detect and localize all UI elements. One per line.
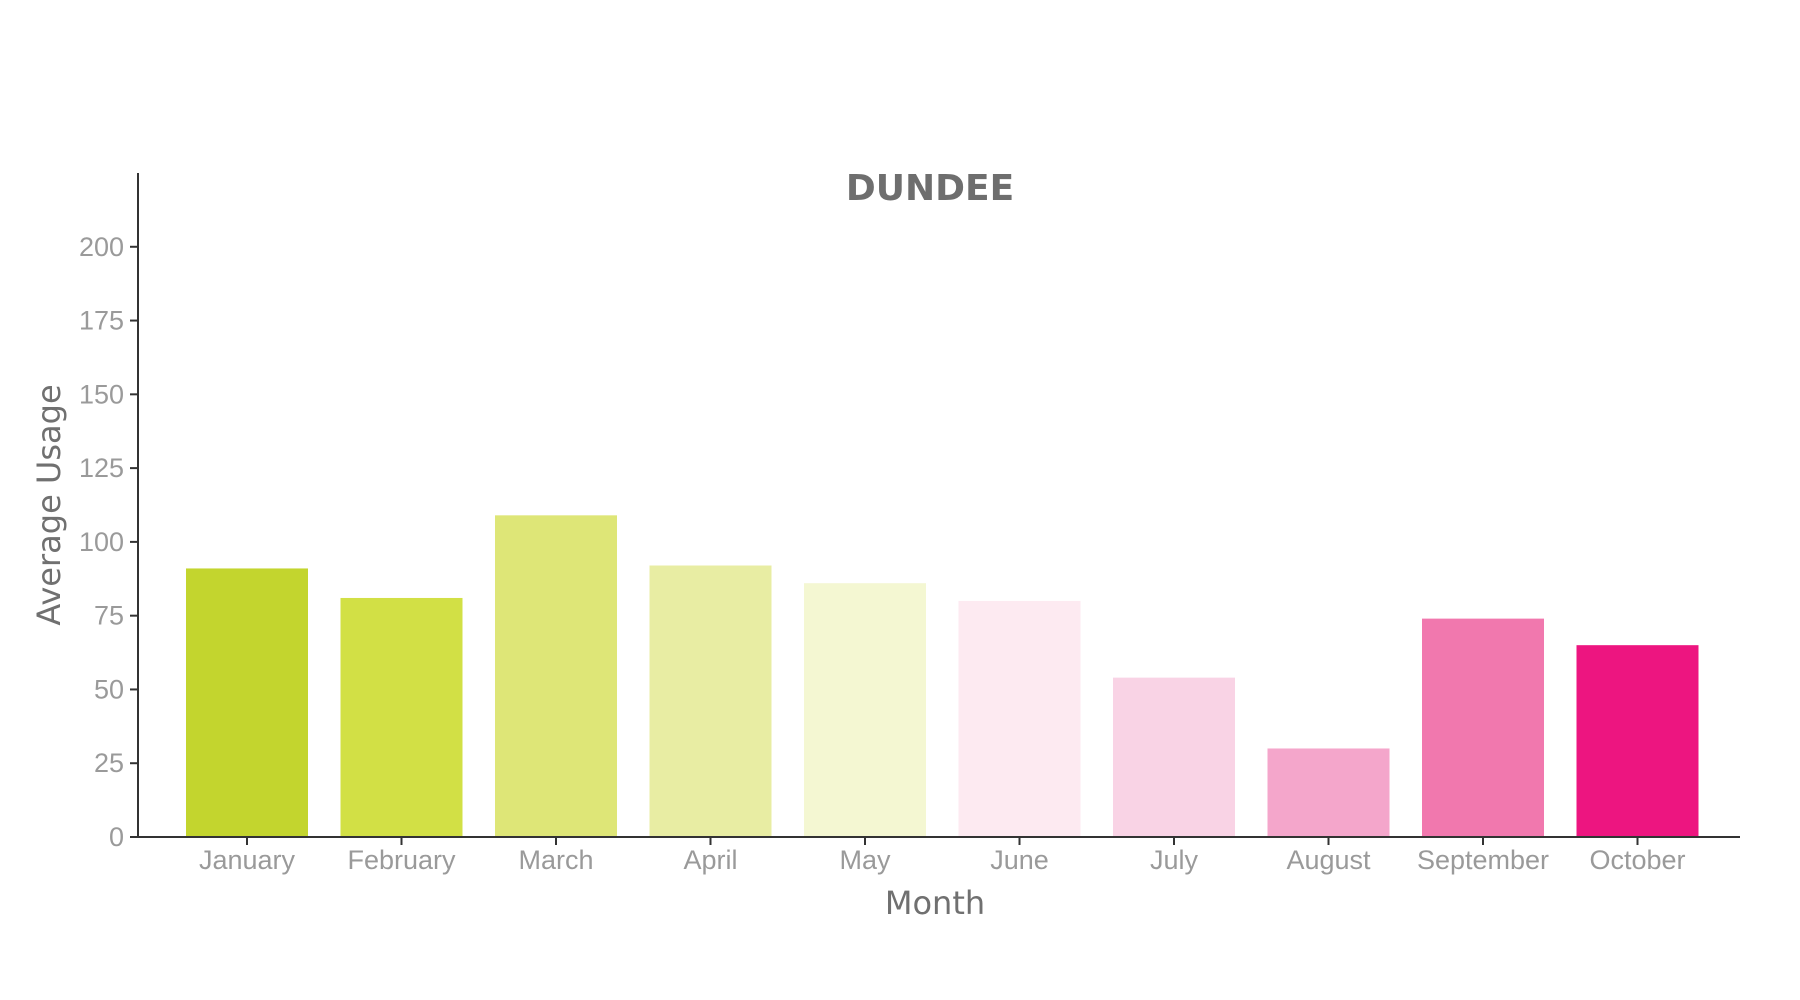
y-tick-label: 50 — [94, 674, 124, 704]
bar-february[interactable] — [340, 597, 463, 837]
x-tick-label-march: March — [518, 845, 593, 875]
y-tick-label: 200 — [79, 232, 124, 262]
bar-january[interactable] — [186, 568, 308, 837]
y-axis-title: Average Usage — [30, 384, 68, 625]
bar-august[interactable] — [1267, 748, 1390, 837]
x-axis-title: Month — [885, 884, 985, 922]
y-tick-label: 25 — [94, 748, 124, 778]
x-axis-ticks: January February March April May June July Augu… — [199, 837, 1686, 875]
bar-october[interactable] — [1576, 645, 1699, 837]
y-tick-label: 0 — [109, 822, 124, 852]
bars-group — [186, 515, 1699, 837]
x-tick-label-october: October — [1589, 845, 1685, 875]
x-tick-label-june: June — [990, 845, 1049, 875]
chart-title: DUNDEE — [846, 168, 1014, 209]
x-tick-label-july: July — [1150, 845, 1199, 875]
x-tick-label-february: February — [347, 845, 456, 875]
x-tick-label-september: September — [1417, 845, 1549, 875]
bar-march[interactable] — [495, 515, 617, 837]
y-axis-ticks: 0 25 50 75 100 125 150 175 200 — [79, 232, 138, 852]
y-tick-label: 150 — [79, 379, 124, 409]
bar-june[interactable] — [958, 600, 1081, 837]
x-tick-label-april: April — [683, 845, 737, 875]
bar-september[interactable] — [1422, 618, 1544, 837]
bar-april[interactable] — [649, 565, 772, 837]
x-tick-label-january: January — [199, 845, 296, 875]
y-tick-label: 175 — [79, 306, 124, 336]
y-tick-label: 125 — [79, 453, 124, 483]
y-tick-label: 100 — [79, 527, 124, 557]
x-tick-label-may: May — [839, 845, 891, 875]
x-tick-label-august: August — [1286, 845, 1371, 875]
bar-july[interactable] — [1113, 677, 1235, 837]
bar-may[interactable] — [804, 583, 926, 837]
y-tick-label: 75 — [94, 601, 124, 631]
